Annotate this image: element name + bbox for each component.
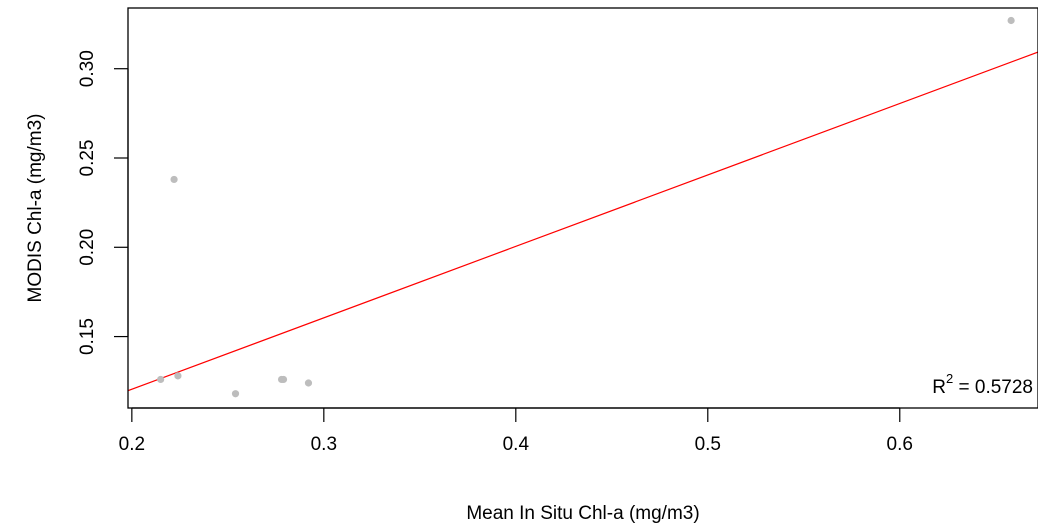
r-squared-value: = 0.5728 bbox=[953, 377, 1033, 398]
data-point bbox=[174, 372, 182, 380]
r-squared-label: R bbox=[932, 377, 946, 398]
data-point bbox=[170, 175, 178, 184]
x-tick-label: 0.2 bbox=[119, 434, 145, 455]
data-point bbox=[304, 379, 313, 387]
data-point bbox=[1007, 16, 1015, 25]
data-point bbox=[231, 390, 240, 398]
y-axis-label: MODIS Chl-a (mg/m3) bbox=[25, 114, 46, 303]
r-squared-exponent: 2 bbox=[946, 371, 953, 386]
data-point bbox=[157, 375, 165, 384]
x-axis-label: Mean In Situ Chl-a (mg/m3) bbox=[466, 503, 699, 524]
y-tick-label: 0.15 bbox=[77, 318, 98, 355]
x-tick-label: 0.6 bbox=[887, 434, 913, 455]
x-tick-label: 0.4 bbox=[503, 434, 530, 455]
x-tick-label: 0.3 bbox=[311, 434, 337, 455]
regression-line bbox=[128, 51, 1038, 392]
y-tick-label: 0.30 bbox=[77, 50, 98, 87]
r-squared-annotation: R2 = 0.5728 bbox=[932, 371, 1033, 398]
data-point bbox=[279, 375, 288, 384]
x-tick-label: 0.5 bbox=[695, 434, 721, 455]
plot-frame bbox=[127, 7, 1038, 409]
y-tick-label: 0.25 bbox=[77, 140, 98, 177]
y-tick-label: 0.20 bbox=[77, 229, 98, 266]
